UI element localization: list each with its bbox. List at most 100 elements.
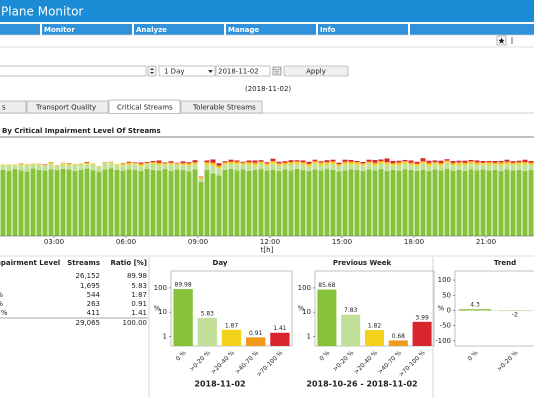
bar-segment <box>192 162 198 163</box>
bar-segment <box>360 170 366 236</box>
bar-segment <box>480 169 486 236</box>
bar-segment <box>252 170 258 236</box>
bar-segment <box>144 162 150 164</box>
bar-segment <box>330 164 336 170</box>
tab[interactable] <box>0 100 27 114</box>
y-axis-label: % <box>438 305 445 313</box>
title-bar <box>0 0 534 22</box>
chart-caption: 2018-11-02 <box>194 380 245 389</box>
bar-segment <box>312 160 318 162</box>
menu-label[interactable]: Manage <box>228 26 259 34</box>
bar-segment <box>186 164 192 166</box>
bar-segment <box>6 165 12 171</box>
tab[interactable] <box>26 100 109 114</box>
calendar-button[interactable] <box>272 66 282 76</box>
bar-segment <box>510 164 516 171</box>
bar-segment <box>246 162 252 165</box>
menu-item[interactable] <box>318 24 408 35</box>
bar-segment <box>48 163 54 170</box>
bar-segment <box>108 163 114 169</box>
bar-segment <box>264 162 270 164</box>
x-tick-label: 03:00 <box>44 238 64 246</box>
menu-label[interactable]: Monitor <box>44 26 75 34</box>
bar-segment <box>138 166 144 172</box>
tab-label[interactable]: Tolerable Streams <box>192 104 256 112</box>
bar-segment <box>24 165 30 172</box>
bar-segment <box>210 165 216 174</box>
bar-segment <box>252 163 258 166</box>
apply-button[interactable] <box>283 65 349 77</box>
bar-segment <box>42 165 48 166</box>
bar-segment <box>336 164 342 167</box>
tab[interactable] <box>180 100 263 114</box>
bar-segment <box>378 159 384 161</box>
table-header: Ratio [%] <box>110 259 147 267</box>
bar-segment <box>48 169 54 236</box>
bar-segment <box>384 164 390 172</box>
bar-segment <box>510 170 516 236</box>
bar-segment <box>270 163 276 170</box>
menu-item[interactable] <box>134 24 224 35</box>
bar-segment <box>162 163 168 164</box>
bar <box>173 289 193 346</box>
bar-segment <box>342 161 348 163</box>
bar <box>412 321 432 346</box>
bar-segment <box>408 165 414 171</box>
bar-segment <box>336 162 342 164</box>
tab-active[interactable] <box>108 99 181 114</box>
tab-label[interactable]: s <box>2 104 6 112</box>
bar-segment <box>312 161 318 164</box>
bar <box>364 330 385 346</box>
value-label: 4.3 <box>470 302 480 309</box>
chart-title: Day <box>213 259 228 267</box>
bar-segment <box>480 162 486 164</box>
bar-segment <box>240 169 246 236</box>
bar-segment <box>414 163 420 165</box>
bar-segment <box>306 170 312 236</box>
text-input[interactable] <box>0 65 147 77</box>
bar-segment <box>66 163 72 164</box>
bar-segment <box>300 170 306 236</box>
bar-segment <box>234 160 240 162</box>
menu-label[interactable]: Analyze <box>136 26 167 34</box>
sub-bar <box>0 34 534 48</box>
menu-label[interactable]: Info <box>320 26 336 34</box>
date-input[interactable] <box>215 65 271 77</box>
bar-segment <box>270 169 276 236</box>
spinner[interactable] <box>147 65 157 77</box>
period-select[interactable] <box>158 65 216 77</box>
bar-segment <box>444 159 450 161</box>
bar-segment <box>372 159 378 163</box>
bar-segment <box>204 161 210 163</box>
bar-segment <box>396 163 402 166</box>
bar-segment <box>438 170 444 236</box>
apply-label[interactable]: Apply <box>306 68 326 76</box>
bar-segment <box>288 161 294 163</box>
bar-segment <box>510 161 516 163</box>
menu-item[interactable] <box>226 24 316 35</box>
bar-segment <box>18 170 24 236</box>
bar-segment <box>396 162 402 164</box>
bar-segment <box>498 165 504 172</box>
bar-segment <box>354 164 360 171</box>
bar-segment <box>468 164 474 170</box>
bar-segment <box>300 164 306 171</box>
bar-segment <box>354 160 360 162</box>
bar-segment <box>60 162 66 164</box>
bar-segment <box>474 163 480 165</box>
bar-segment <box>144 168 150 236</box>
bar-segment <box>318 165 324 171</box>
bar-segment <box>6 164 12 166</box>
bar-segment <box>480 164 486 170</box>
tab-label[interactable]: Transport Quality <box>35 104 96 112</box>
tab-label[interactable]: Critical Streams <box>117 104 173 112</box>
bar-segment <box>366 169 372 236</box>
bar-segment <box>366 163 372 170</box>
bar-segment <box>354 170 360 236</box>
bar-segment <box>282 169 288 236</box>
bar-segment <box>150 161 156 163</box>
bar-segment <box>306 166 312 171</box>
bar-segment <box>270 161 276 164</box>
bar-segment <box>444 160 450 162</box>
menu-item[interactable] <box>42 24 132 35</box>
